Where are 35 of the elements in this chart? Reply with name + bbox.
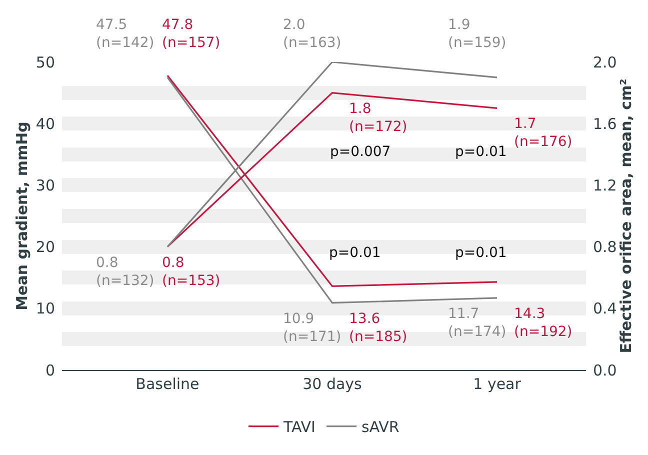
y-tick-label: 50 xyxy=(36,53,55,72)
data-label: 1.8 (n=172) xyxy=(349,101,408,136)
data-label: 47.5 (n=142) xyxy=(96,17,154,52)
data-label: 10.9 (n=171) xyxy=(283,311,342,346)
data-label: 0.8 (n=132) xyxy=(96,255,154,290)
y2-tick-label: 0.4 xyxy=(593,300,617,318)
data-label: 1.9 (n=159) xyxy=(448,17,506,52)
data-label: 47.8 (n=157) xyxy=(162,17,220,52)
data-label: 14.3 (n=192) xyxy=(514,306,572,340)
x-tick-label: 1 year xyxy=(473,375,522,393)
x-tick-label: 30 days xyxy=(302,375,362,393)
annotation: p=0.01 xyxy=(455,245,507,261)
annotation: p=0.007 xyxy=(330,144,391,160)
legend-label: TAVI xyxy=(282,418,316,436)
y-axis-title: Mean gradient, mmHg xyxy=(13,122,32,310)
annotation: p=0.01 xyxy=(329,245,381,261)
data-label: 13.6 (n=185) xyxy=(349,311,408,346)
y2-tick-label: 2.0 xyxy=(593,53,617,72)
y2-tick-label: 1.6 xyxy=(593,114,617,133)
x-tick-label: Baseline xyxy=(136,375,200,393)
y-tick-label: 20 xyxy=(36,238,55,256)
y-tick-label: 40 xyxy=(36,114,55,133)
y2-tick-label: 1.2 xyxy=(593,176,617,194)
legend-label: sAVR xyxy=(362,418,400,436)
y2-axis-title: Effective orifice area, mean, cm² xyxy=(616,78,635,354)
data-label: 11.7 (n=174) xyxy=(448,306,506,340)
data-label: 1.7 (n=176) xyxy=(514,116,572,150)
y-tick-label: 30 xyxy=(36,176,55,194)
y-tick-label: 10 xyxy=(36,300,55,318)
y2-tick-label: 0.0 xyxy=(593,361,617,380)
data-label: 0.8 (n=153) xyxy=(162,255,220,290)
y-tick-label: 0 xyxy=(45,361,55,380)
annotation: p=0.01 xyxy=(455,144,507,160)
y2-tick-label: 0.8 xyxy=(593,238,617,256)
data-label: 2.0 (n=163) xyxy=(283,17,342,52)
